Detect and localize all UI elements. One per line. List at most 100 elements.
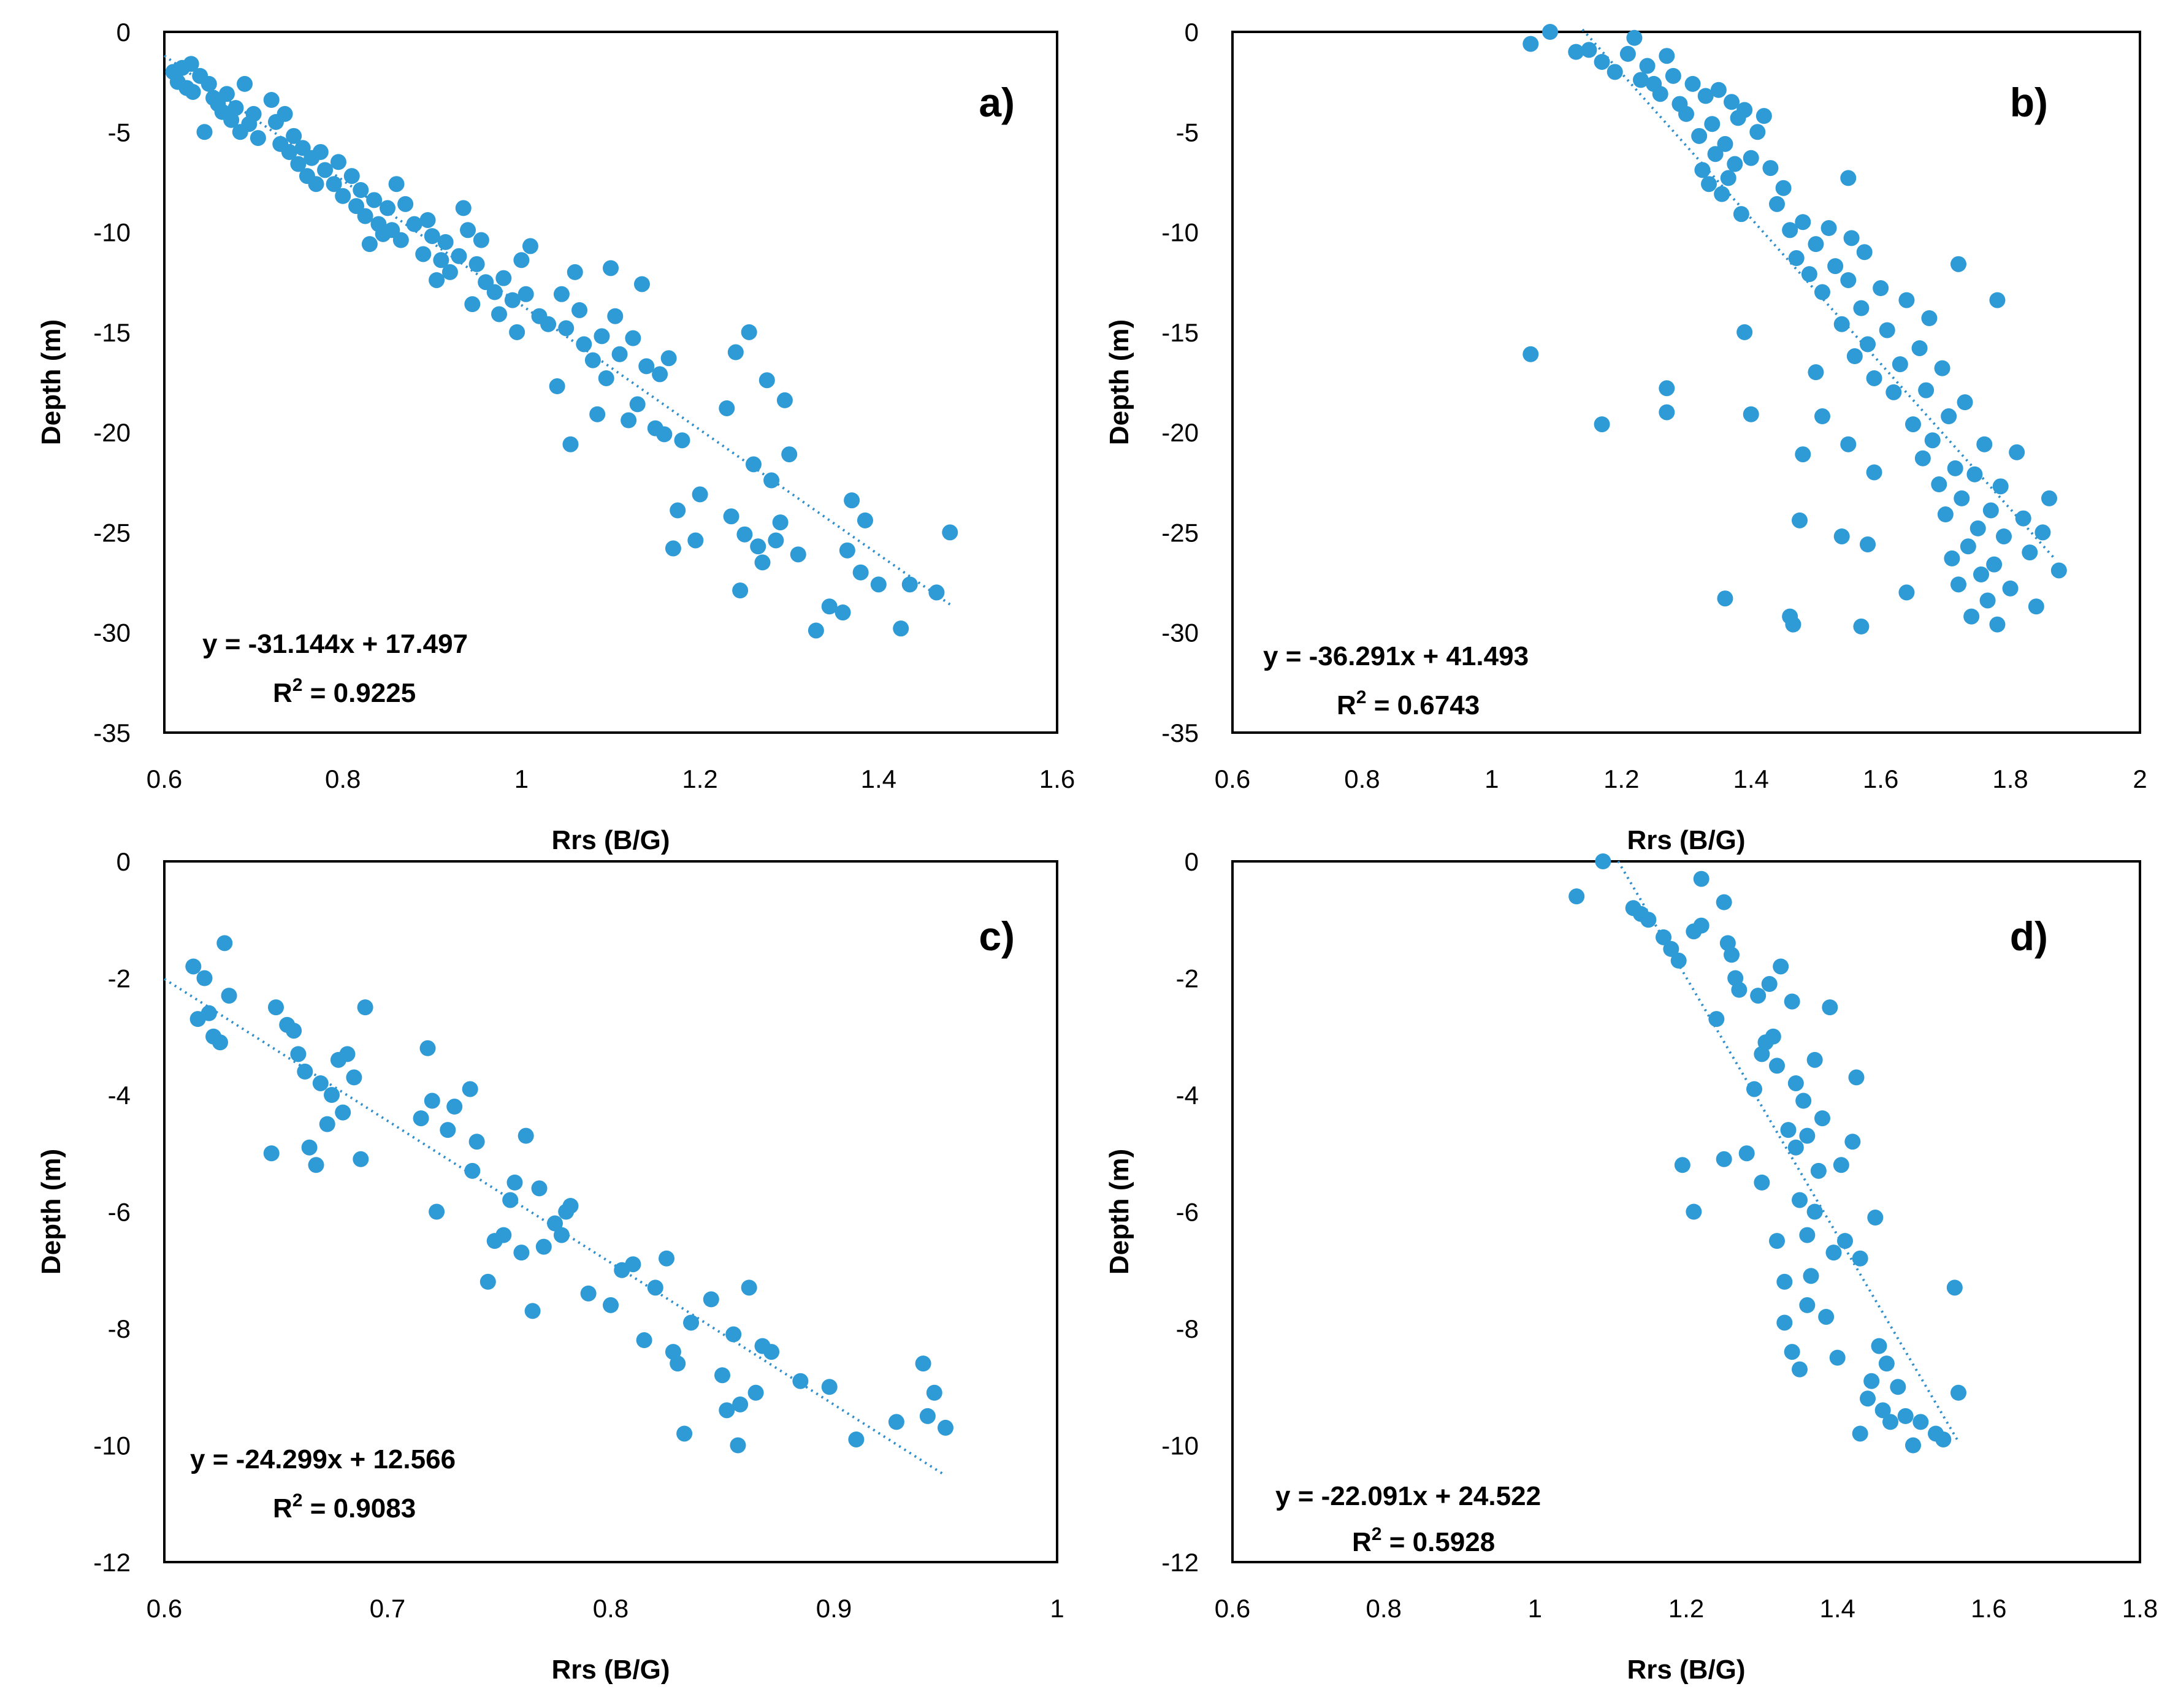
chart-1-data-point xyxy=(1814,284,1830,300)
chart-2-x-axis-label: Rrs (B/G) xyxy=(551,1655,670,1685)
chart-0-data-point xyxy=(741,324,757,340)
chart-1-data-point xyxy=(1989,292,2006,308)
chart-0-data-point xyxy=(433,252,449,269)
chart-1-data-point xyxy=(1522,36,1539,52)
chart-2-data-point xyxy=(312,1075,329,1091)
chart-1-x-axis-label: Rrs (B/G) xyxy=(1627,825,1745,855)
chart-0-data-point xyxy=(558,320,575,337)
chart-1-data-point xyxy=(1639,58,1656,74)
chart-3-r-squared: R2 = 0.5928 xyxy=(1352,1524,1495,1557)
chart-2-data-point xyxy=(926,1384,942,1401)
chart-0-data-point xyxy=(429,272,445,288)
chart-1-data-point xyxy=(1743,150,1759,166)
chart-3-x-tick-label: 1.8 xyxy=(2122,1594,2158,1623)
chart-1-data-point xyxy=(1941,408,1957,425)
chart-1-data-point xyxy=(2022,544,2038,561)
chart-0-x-tick-label: 1.2 xyxy=(682,764,717,793)
chart-1-data-point xyxy=(1659,48,1675,64)
chart-3-data-point xyxy=(1792,1361,1808,1378)
chart-3-data-point xyxy=(1890,1379,1906,1395)
chart-3-r-squared-value: = 0.5928 xyxy=(1381,1527,1495,1557)
chart-3-data-point xyxy=(1822,999,1838,1016)
chart-0-data-point xyxy=(660,350,677,367)
chart-1-data-point xyxy=(1594,416,1610,433)
chart-0-y-tick-label: -25 xyxy=(93,518,131,547)
chart-1-data-point xyxy=(1898,292,1915,308)
chart-1-data-point xyxy=(2041,490,2057,506)
chart-0-panel-label: a) xyxy=(979,80,1015,125)
chart-0-data-point xyxy=(406,216,422,232)
chart-0-data-point xyxy=(625,330,641,346)
chart-2-data-point xyxy=(212,1034,228,1051)
chart-0-data-point xyxy=(522,238,538,254)
chart-2-y-tick-label: -2 xyxy=(108,964,131,993)
chart-0-data-point xyxy=(223,112,240,128)
chart-0-data-point xyxy=(460,222,476,238)
chart-1-r-squared-exponent: 2 xyxy=(1356,687,1367,707)
chart-0-y-tick-label: -30 xyxy=(93,619,131,647)
chart-3-y-axis-label: Depth (m) xyxy=(1104,1149,1134,1275)
chart-0-data-point xyxy=(509,324,525,340)
chart-3-x-axis-label: Rrs (B/G) xyxy=(1627,1655,1745,1685)
chart-0-data-point xyxy=(719,400,735,416)
chart-0-data-point xyxy=(237,75,253,92)
chart-0-data-point xyxy=(745,456,762,473)
chart-0-y-axis-label: Depth (m) xyxy=(36,319,66,445)
chart-1-data-point xyxy=(1969,520,1986,536)
chart-3-data-point xyxy=(1795,1092,1812,1109)
chart-3-x-tick-label: 1 xyxy=(1528,1594,1542,1623)
chart-3-x-tick-label: 1.4 xyxy=(1819,1594,1855,1623)
chart-2-data-point xyxy=(419,1040,436,1056)
chart-1-data-point xyxy=(1973,566,1989,583)
chart-3-data-point xyxy=(1769,1233,1785,1249)
chart-0-data-point xyxy=(821,598,838,615)
chart-0-x-tick-label: 0.6 xyxy=(147,764,182,793)
chart-1-data-point xyxy=(2009,444,2025,460)
chart-1-data-point xyxy=(1720,170,1736,186)
chart-1-data-point xyxy=(1714,186,1730,202)
chart-0-data-point xyxy=(692,486,708,503)
chart-3-data-point xyxy=(1754,1174,1770,1191)
chart-1-data-point xyxy=(1568,44,1584,60)
chart-1-data-point xyxy=(2015,510,2031,527)
chart-0-y-tick-label: -35 xyxy=(93,719,131,747)
chart-2-data-point xyxy=(670,1355,686,1372)
chart-3-data-point xyxy=(1769,1058,1785,1074)
chart-0-data-point xyxy=(263,92,280,109)
chart-0-y-tick-label: -20 xyxy=(93,418,131,447)
chart-3-data-point xyxy=(1724,947,1740,963)
chart-1-y-tick-label: -20 xyxy=(1161,418,1199,447)
panel-a: 0.6 0.8 1 1.2 1.4 1.6 0 -5 -10 -15 -20 -25 -30 -35 Rrs… xyxy=(36,18,1075,855)
panel-c: 0.6 0.7 0.8 0.9 1 0 -2 -4 -6 -8 -10 -12 Rrs (B/G) Dep… xyxy=(36,847,1064,1685)
chart-1-data-point xyxy=(1594,53,1610,70)
chart-2-y-tick-label: -8 xyxy=(108,1314,131,1343)
chart-2-y-tick-label: -6 xyxy=(108,1198,131,1227)
chart-1-data-point xyxy=(1542,24,1558,40)
chart-2-data-point xyxy=(792,1373,809,1389)
chart-2-y-tick-label: 0 xyxy=(117,847,131,876)
chart-3-data-point xyxy=(1950,1384,1966,1401)
chart-1-equation: y = -36.291x + 41.493 xyxy=(1263,641,1529,671)
chart-2-data-point xyxy=(413,1110,429,1127)
chart-3-r-squared-symbol: R xyxy=(1352,1527,1372,1557)
chart-1-data-point xyxy=(1762,160,1779,177)
chart-2-data-point xyxy=(547,1215,563,1232)
chart-3-data-point xyxy=(1848,1069,1865,1086)
chart-3-data-point xyxy=(1761,976,1778,993)
chart-3-x-tick-label: 0.6 xyxy=(1215,1594,1250,1623)
chart-3-data-point xyxy=(1810,1162,1827,1179)
chart-1-data-point xyxy=(2050,562,2067,579)
chart-1-x-tick-label: 1.8 xyxy=(1992,764,2028,793)
chart-3-panel-label: d) xyxy=(2010,913,2048,959)
chart-1-data-point xyxy=(1918,382,1935,398)
chart-3-data-point xyxy=(1799,1297,1816,1313)
chart-2-trendline xyxy=(163,978,947,1477)
chart-3-data-point xyxy=(1716,1151,1732,1167)
chart-1-data-point xyxy=(1982,502,1999,519)
chart-0-data-point xyxy=(665,540,681,557)
chart-1-x-tick-label: 1.4 xyxy=(1733,764,1769,793)
chart-0-data-point xyxy=(380,200,395,216)
chart-1-data-point xyxy=(2028,598,2044,615)
chart-1-data-point xyxy=(1619,45,1636,62)
chart-2-data-point xyxy=(676,1425,693,1442)
